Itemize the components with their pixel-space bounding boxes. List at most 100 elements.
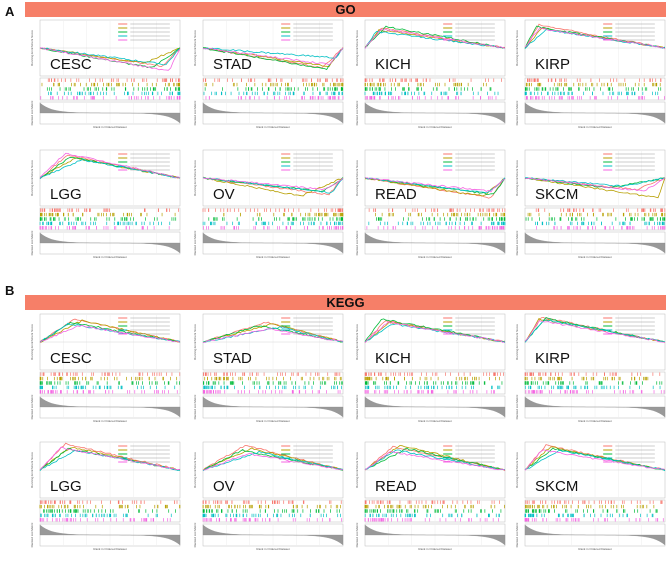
gsea-panel-go-kirp: Running Enrichment Score Ranked List Metr…: [515, 18, 667, 130]
panel-title: READ: [375, 186, 417, 203]
axis-label: Rank in Ordered Dataset: [256, 255, 289, 259]
es-curve-series-4: [364, 30, 506, 49]
es-curve-series-5: [524, 449, 666, 471]
es-curve-series-5: [524, 320, 666, 343]
axis-label: Ranked List Metric: [515, 394, 519, 419]
axis-label: Ranked List Metric: [355, 100, 359, 125]
axis-label: Rank in Ordered Dataset: [93, 547, 126, 551]
axis-label: Running Enrichment Score: [30, 30, 34, 66]
ranked-metric-fill: [524, 524, 666, 546]
axis-label: Rank in Ordered Dataset: [578, 547, 611, 551]
gsea-plot: Running Enrichment Score Ranked List Metr…: [515, 19, 666, 129]
gsea-plot: Running Enrichment Score Ranked List Metr…: [193, 149, 344, 259]
axis-label: Ranked List Metric: [30, 100, 34, 125]
ranked-metric-fill: [202, 102, 344, 124]
axis-label: Ranked List Metric: [515, 522, 519, 547]
ranked-metric-fill: [39, 232, 181, 254]
es-curve-series-3: [364, 447, 506, 471]
ranked-metric-fill: [202, 524, 344, 546]
axis-label: Running Enrichment Score: [30, 160, 34, 196]
es-curve-series-5: [524, 27, 666, 50]
ranked-metric-fill: [524, 232, 666, 254]
axis-label: Rank in Ordered Dataset: [93, 255, 126, 259]
gsea-plot: Running Enrichment Score Ranked List Metr…: [515, 313, 666, 423]
axis-label: Running Enrichment Score: [515, 452, 519, 488]
axis-label: Rank in Ordered Dataset: [578, 255, 611, 259]
gsea-plot: Running Enrichment Score Ranked List Metr…: [355, 441, 506, 551]
es-curve-series-2: [39, 319, 181, 343]
gsea-plot: Running Enrichment Score Ranked List Metr…: [30, 441, 181, 551]
panel-title: KICH: [375, 56, 411, 73]
es-curve-series-5: [39, 152, 181, 179]
ranked-metric-fill: [364, 524, 506, 546]
es-curve-series-5: [202, 47, 344, 66]
gsea-panel-kegg-kirp: Running Enrichment Score Ranked List Metr…: [515, 312, 667, 424]
panel-title: SKCM: [535, 478, 579, 495]
gsea-plot: Running Enrichment Score Ranked List Metr…: [30, 313, 181, 423]
gsea-panel-go-read: Running Enrichment Score Ranked List Metr…: [355, 148, 507, 260]
gsea-plot: Running Enrichment Score Ranked List Metr…: [193, 19, 344, 129]
axis-label: Ranked List Metric: [193, 394, 197, 419]
es-curve-series-5: [39, 446, 181, 471]
axis-label: Ranked List Metric: [515, 230, 519, 255]
axis-label: Rank in Ordered Dataset: [256, 125, 289, 129]
panel-title: SKCM: [535, 186, 579, 203]
es-curve-series-4: [39, 159, 181, 180]
gsea-plot: Running Enrichment Score Ranked List Metr…: [355, 313, 506, 423]
kegg-banner: KEGG: [25, 295, 666, 310]
panel-title: CESC: [50, 56, 92, 73]
axis-label: Ranked List Metric: [515, 100, 519, 125]
es-curve-series-4: [39, 322, 181, 343]
panel-title: READ: [375, 478, 417, 495]
gsea-plot: Running Enrichment Score Ranked List Metr…: [355, 19, 506, 129]
ranked-metric-fill: [39, 102, 181, 124]
axis-label: Rank in Ordered Dataset: [578, 419, 611, 423]
gsea-panel-kegg-ov: Running Enrichment Score Ranked List Metr…: [193, 440, 345, 552]
es-curve-series-2: [39, 47, 181, 64]
go-banner: GO: [25, 2, 666, 17]
es-curve-series-5: [364, 177, 506, 193]
axis-label: Running Enrichment Score: [193, 452, 197, 488]
ranked-metric-fill: [39, 524, 181, 546]
axis-label: Ranked List Metric: [30, 394, 34, 419]
es-curve-series-5: [364, 29, 506, 49]
gsea-panel-kegg-cesc: Running Enrichment Score Ranked List Metr…: [30, 312, 182, 424]
es-curve-series-2: [202, 47, 344, 68]
gsea-panel-kegg-lgg: Running Enrichment Score Ranked List Metr…: [30, 440, 182, 552]
axis-label: Running Enrichment Score: [355, 324, 359, 360]
es-curve-series-4: [39, 47, 181, 66]
axis-label: Running Enrichment Score: [355, 452, 359, 488]
gsea-plot: Running Enrichment Score Ranked List Metr…: [30, 19, 181, 129]
axis-label: Running Enrichment Score: [30, 452, 34, 488]
gsea-panel-go-skcm: Running Enrichment Score Ranked List Metr…: [515, 148, 667, 260]
panel-title: KICH: [375, 350, 411, 367]
es-curve-series-5: [202, 328, 344, 343]
panel-title: STAD: [213, 350, 252, 367]
axis-label: Rank in Ordered Dataset: [256, 419, 289, 423]
gsea-panel-kegg-stad: Running Enrichment Score Ranked List Metr…: [193, 312, 345, 424]
gsea-panel-go-ov: Running Enrichment Score Ranked List Metr…: [193, 148, 345, 260]
axis-label: Ranked List Metric: [355, 522, 359, 547]
es-curve-series-5: [364, 321, 506, 344]
es-curve-series-2: [202, 447, 344, 471]
section-label-b: B: [5, 283, 15, 298]
panel-title: CESC: [50, 350, 92, 367]
panel-title: OV: [213, 186, 235, 203]
es-curve-series-5: [364, 450, 506, 471]
ranked-metric-fill: [364, 232, 506, 254]
es-curve-series-4: [202, 176, 344, 194]
es-curve-series-5: [202, 177, 344, 191]
es-curve-series-5: [202, 452, 344, 471]
axis-label: Running Enrichment Score: [515, 324, 519, 360]
axis-label: Running Enrichment Score: [30, 324, 34, 360]
gsea-panel-go-kich: Running Enrichment Score Ranked List Metr…: [355, 18, 507, 130]
es-curve-series-4: [524, 319, 666, 343]
axis-label: Rank in Ordered Dataset: [418, 547, 451, 551]
axis-label: Rank in Ordered Dataset: [93, 125, 126, 129]
axis-label: Ranked List Metric: [193, 100, 197, 125]
gsea-plot: Running Enrichment Score Ranked List Metr…: [355, 149, 506, 259]
gsea-panel-kegg-read: Running Enrichment Score Ranked List Metr…: [355, 440, 507, 552]
es-curve-series-5: [39, 324, 181, 343]
axis-label: Rank in Ordered Dataset: [256, 547, 289, 551]
